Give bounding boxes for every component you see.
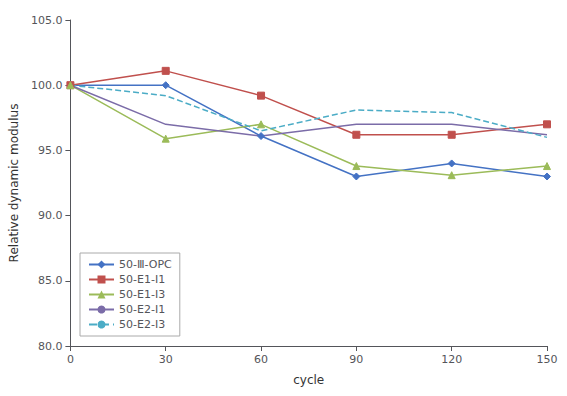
svg-text:90.0: 90.0 [38, 209, 63, 222]
svg-text:85.0: 85.0 [38, 274, 63, 287]
svg-text:Relative dynamic modulus: Relative dynamic modulus [7, 104, 21, 263]
svg-text:50-E2-I1: 50-E2-I1 [119, 303, 165, 316]
svg-text:95.0: 95.0 [38, 144, 63, 157]
svg-text:60: 60 [254, 353, 268, 366]
svg-text:90: 90 [349, 353, 363, 366]
svg-text:0: 0 [67, 353, 74, 366]
svg-text:150: 150 [537, 353, 558, 366]
svg-text:80.0: 80.0 [38, 340, 63, 353]
svg-text:30: 30 [159, 353, 173, 366]
svg-text:100.0: 100.0 [31, 79, 63, 92]
svg-text:120: 120 [441, 353, 462, 366]
svg-text:50-Ⅲ-OPC: 50-Ⅲ-OPC [119, 258, 172, 271]
svg-text:105.0: 105.0 [31, 14, 63, 27]
svg-text:50-E2-I3: 50-E2-I3 [119, 318, 165, 331]
svg-text:cycle: cycle [293, 373, 324, 387]
svg-text:50-E1-I3: 50-E1-I3 [119, 288, 165, 301]
svg-text:50-E1-I1: 50-E1-I1 [119, 273, 165, 286]
